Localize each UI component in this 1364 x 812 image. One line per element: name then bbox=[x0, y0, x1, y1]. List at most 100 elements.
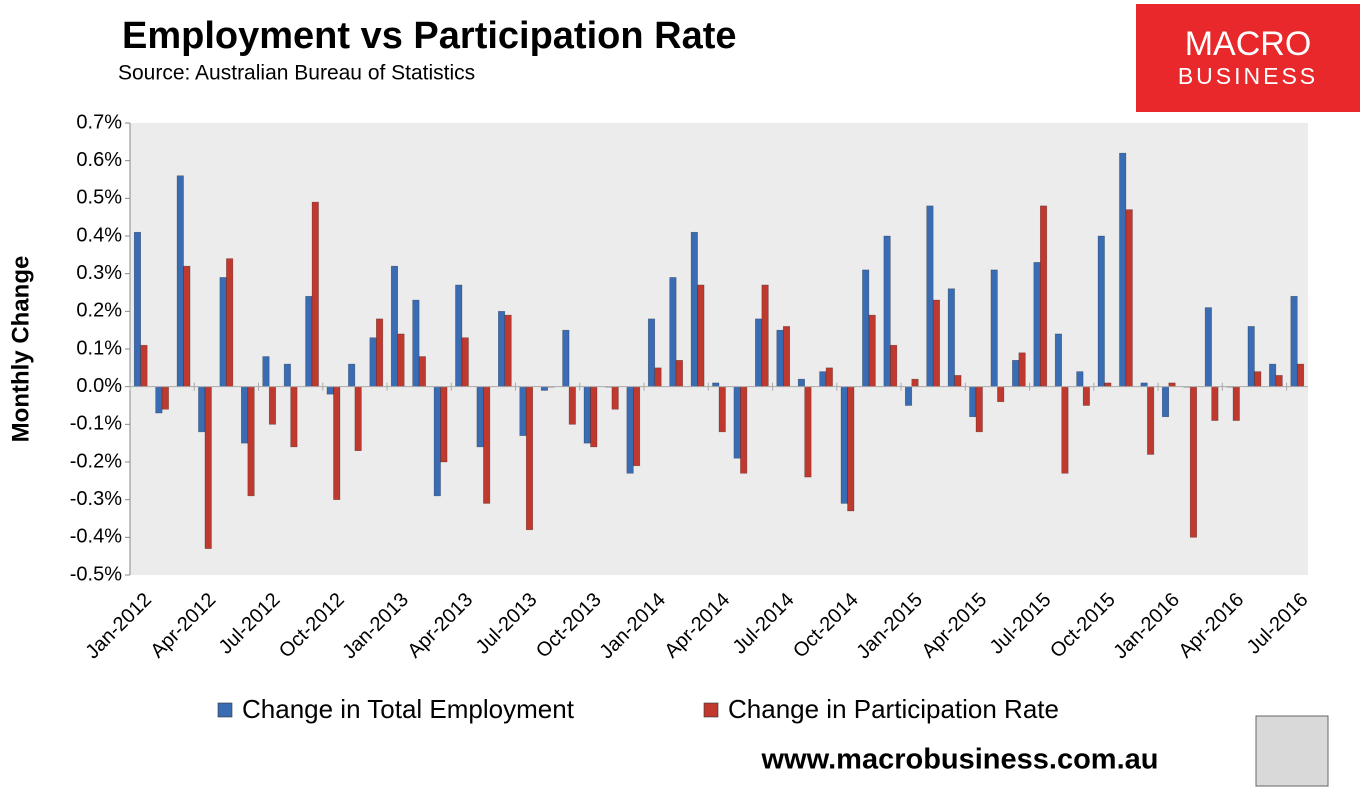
y-tick-label: -0.5% bbox=[70, 563, 122, 585]
bar bbox=[904, 386, 913, 406]
bar bbox=[268, 386, 277, 425]
bar bbox=[1147, 386, 1155, 455]
bar bbox=[1269, 363, 1277, 387]
y-tick-label: 0.3% bbox=[76, 262, 122, 284]
bar bbox=[654, 367, 662, 387]
bar bbox=[198, 386, 206, 433]
bar bbox=[583, 386, 591, 444]
y-tick-label: 0.7% bbox=[76, 111, 122, 133]
bar bbox=[1211, 386, 1219, 421]
bar bbox=[990, 269, 998, 387]
subtitle: Source: Australian Bureau of Statistics bbox=[118, 62, 475, 85]
bar bbox=[862, 269, 870, 387]
bar bbox=[369, 337, 377, 387]
y-axis-label: Monthly Change bbox=[7, 256, 34, 443]
bar bbox=[311, 201, 319, 387]
bar bbox=[305, 295, 313, 387]
bar bbox=[247, 386, 255, 497]
bar bbox=[718, 386, 726, 433]
bar bbox=[1119, 152, 1127, 387]
y-tick-label: 0.5% bbox=[76, 187, 122, 209]
bar bbox=[525, 386, 534, 531]
bar bbox=[204, 386, 212, 549]
bar bbox=[241, 386, 249, 444]
bar bbox=[761, 284, 769, 387]
bar bbox=[161, 386, 169, 410]
bar bbox=[1296, 363, 1305, 387]
bar bbox=[883, 235, 891, 387]
bar bbox=[461, 337, 469, 387]
bar bbox=[390, 265, 399, 387]
legend-swatch bbox=[217, 702, 233, 718]
bar bbox=[183, 265, 191, 387]
bar bbox=[498, 311, 506, 387]
bar bbox=[1232, 386, 1240, 421]
bar bbox=[1204, 307, 1212, 387]
bar bbox=[440, 386, 448, 463]
y-tick-label: -0.2% bbox=[70, 450, 122, 472]
bar bbox=[1012, 359, 1020, 387]
legend-label: Change in Participation Rate bbox=[728, 694, 1059, 724]
bar bbox=[590, 386, 598, 448]
bar bbox=[797, 378, 805, 387]
y-tick-label: -0.1% bbox=[70, 413, 122, 435]
logo-text: BUSINESS bbox=[1178, 63, 1318, 89]
bar bbox=[1054, 333, 1062, 387]
bar bbox=[504, 314, 512, 387]
bar bbox=[455, 284, 463, 387]
bar bbox=[562, 329, 570, 387]
bar bbox=[354, 386, 362, 451]
bar bbox=[433, 386, 441, 497]
bar bbox=[1076, 371, 1084, 387]
bar bbox=[219, 277, 227, 387]
bar bbox=[1161, 386, 1170, 418]
website: www.macrobusiness.com.au bbox=[761, 744, 1159, 776]
bar bbox=[890, 344, 898, 387]
fox-image bbox=[1255, 715, 1329, 787]
bar bbox=[290, 386, 298, 448]
bar bbox=[1082, 386, 1090, 406]
bar bbox=[947, 288, 955, 387]
bar bbox=[155, 386, 163, 414]
bar bbox=[675, 359, 683, 387]
bar bbox=[376, 318, 384, 387]
bar bbox=[669, 277, 677, 387]
bar bbox=[140, 344, 148, 387]
bar bbox=[1140, 382, 1148, 387]
bar bbox=[397, 333, 405, 387]
y-tick-label: 0.0% bbox=[76, 375, 122, 397]
bar bbox=[1097, 235, 1105, 387]
bar bbox=[519, 386, 527, 436]
bar bbox=[911, 378, 919, 387]
bar bbox=[975, 386, 983, 433]
bar bbox=[932, 299, 940, 387]
bar bbox=[1275, 375, 1283, 387]
bar bbox=[868, 314, 876, 387]
bar bbox=[333, 386, 341, 500]
bar bbox=[633, 386, 641, 467]
legend-label: Change in Total Employment bbox=[242, 694, 575, 724]
bar bbox=[262, 356, 270, 387]
bar bbox=[1018, 352, 1026, 387]
bar bbox=[611, 386, 619, 410]
bar bbox=[1061, 386, 1069, 474]
bar bbox=[825, 367, 833, 387]
bar bbox=[740, 386, 748, 474]
bar bbox=[626, 386, 634, 474]
bar bbox=[283, 363, 291, 387]
legend-swatch bbox=[703, 702, 719, 718]
bar bbox=[540, 386, 548, 391]
bar bbox=[1039, 205, 1048, 387]
plot-area bbox=[130, 123, 1308, 575]
bar bbox=[412, 299, 420, 387]
bar bbox=[568, 386, 576, 425]
bar bbox=[782, 326, 791, 387]
bar bbox=[476, 386, 484, 448]
bar bbox=[647, 318, 656, 387]
chart-title: Employment vs Participation Rate bbox=[122, 15, 737, 57]
bar bbox=[1104, 382, 1112, 387]
bar bbox=[712, 382, 720, 387]
y-tick-label: 0.1% bbox=[76, 337, 122, 359]
bar bbox=[1189, 386, 1197, 538]
